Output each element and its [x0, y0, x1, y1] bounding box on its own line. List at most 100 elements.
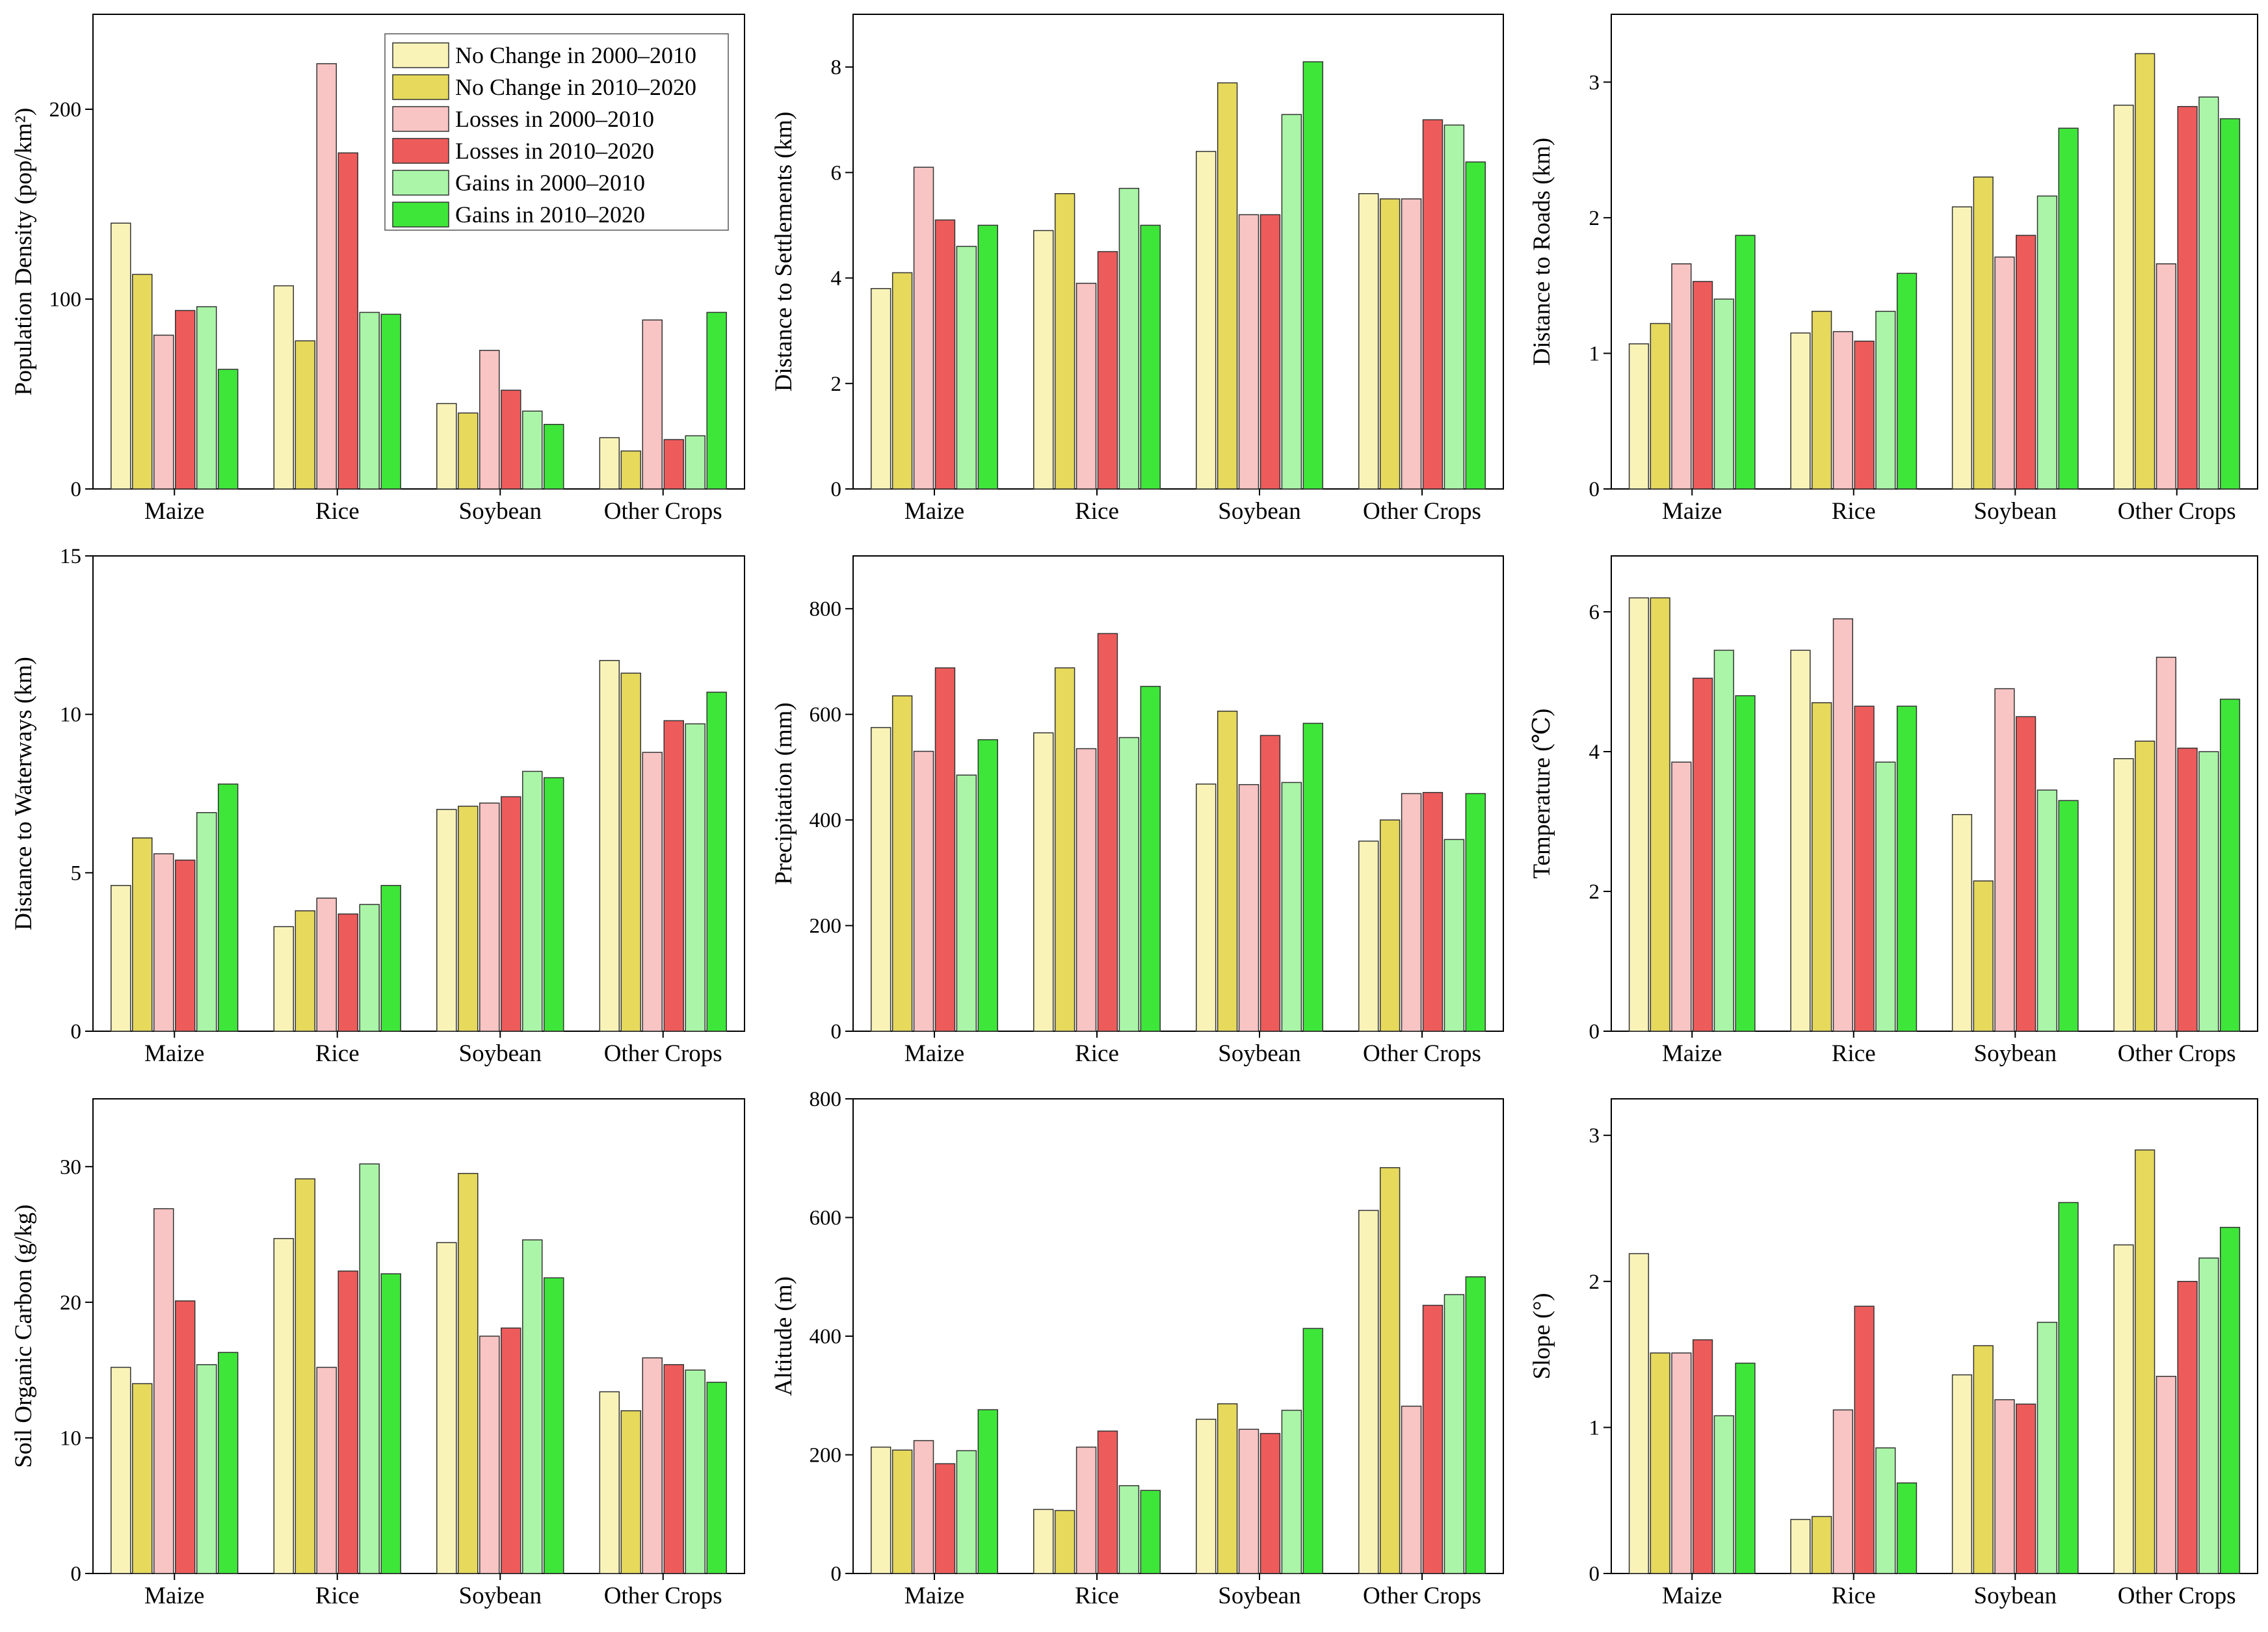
y-tick-label: 200	[49, 98, 82, 122]
bar	[1693, 678, 1713, 1032]
category-label: Other Crops	[604, 498, 722, 525]
bar	[2219, 118, 2241, 490]
bar	[1118, 1485, 1140, 1574]
bar	[1973, 1345, 1994, 1574]
bar	[620, 672, 642, 1032]
category-label: Soybean	[1974, 498, 2057, 525]
bar	[891, 272, 913, 490]
bar	[2219, 1226, 2241, 1574]
y-tick-label: 400	[810, 809, 842, 832]
panel-5: 0 200 400 600 800 Precipitation (mm) Maize Rice…	[771, 555, 1504, 1067]
bar	[1302, 61, 1324, 490]
bar	[599, 1391, 620, 1574]
y-tick-label: 4	[1589, 741, 1600, 764]
y-tick-label: 10	[60, 1427, 81, 1450]
y-tick-label: 800	[810, 598, 842, 621]
category-label: Soybean	[1218, 1583, 1300, 1609]
bar	[1713, 650, 1734, 1032]
bar	[891, 695, 913, 1032]
bar	[1281, 1410, 1302, 1574]
legend: No Change in 2000–2010 No Change in 2010–…	[384, 33, 729, 231]
bar	[2058, 127, 2079, 490]
bar	[337, 913, 358, 1032]
bar	[1358, 193, 1379, 490]
y-tick-label: 800	[810, 1088, 842, 1111]
bar	[436, 809, 457, 1032]
bar	[1896, 705, 1918, 1032]
bar	[1875, 761, 1896, 1032]
bar	[132, 1383, 153, 1574]
bar	[1994, 688, 2015, 1032]
bar	[501, 389, 521, 490]
bar	[706, 311, 727, 490]
bar	[1790, 332, 1811, 490]
bar	[1217, 82, 1238, 490]
bar	[934, 1463, 956, 1574]
bar	[599, 437, 620, 490]
legend-label: Losses in 2000–2010	[455, 106, 654, 132]
bar	[1196, 783, 1217, 1032]
bar	[1951, 206, 1973, 490]
category-label: Other Crops	[1363, 1583, 1481, 1609]
bar	[891, 1449, 913, 1574]
bar	[316, 897, 337, 1032]
bar	[521, 410, 543, 490]
y-tick-label: 5	[71, 862, 82, 885]
y-axis-title: Distance to Settlements (km)	[771, 112, 797, 392]
bar	[1033, 1508, 1054, 1574]
bar	[2058, 800, 2079, 1032]
bar	[663, 439, 684, 490]
y-tick-label: 600	[810, 1207, 842, 1230]
y-axis-title: Slope (°)	[1529, 1293, 1555, 1380]
bar	[1735, 695, 1756, 1032]
y-tick-label: 200	[810, 915, 842, 938]
legend-swatch	[392, 202, 449, 228]
bar	[685, 723, 705, 1032]
bar	[1379, 1167, 1401, 1574]
y-tick-label: 3	[1589, 71, 1600, 94]
bar	[2198, 751, 2219, 1032]
bar	[1358, 840, 1379, 1032]
bar	[1650, 322, 1670, 490]
bar	[1259, 735, 1281, 1032]
bar	[153, 1208, 174, 1574]
bar	[1790, 1519, 1811, 1574]
bar	[1951, 1374, 1973, 1574]
bar	[1832, 618, 1853, 1032]
y-tick-label: 8	[831, 56, 842, 79]
bar	[1854, 705, 1875, 1032]
category-label: Maize	[904, 498, 964, 525]
bar	[1238, 783, 1259, 1032]
bar	[1097, 1430, 1118, 1574]
category-label: Maize	[904, 1040, 964, 1067]
bar	[956, 774, 977, 1032]
bar	[2037, 1321, 2057, 1574]
y-axis-title: Soil Organic Carbon (g/kg)	[10, 1204, 37, 1467]
bar	[1854, 1306, 1875, 1574]
bar	[295, 910, 316, 1032]
bar	[1896, 1482, 1918, 1574]
panel-3: 0 1 2 3 Distance to Roads (km) Maize Rice Soybe…	[1529, 14, 2258, 525]
bar	[521, 1239, 543, 1574]
category-label: Rice	[1832, 1583, 1876, 1609]
bar	[1671, 761, 1692, 1032]
bar	[1075, 282, 1097, 490]
bar	[175, 860, 196, 1032]
bar	[479, 802, 500, 1032]
bar	[2198, 96, 2219, 490]
legend-swatch	[392, 170, 449, 196]
legend-label: Gains in 2010–2020	[455, 202, 645, 228]
bar	[642, 1357, 663, 1574]
bar	[1994, 1399, 2015, 1574]
bar	[153, 853, 174, 1032]
bar	[706, 691, 727, 1032]
bar	[1735, 235, 1756, 490]
legend-label: No Change in 2000–2010	[455, 42, 696, 68]
bar	[1650, 1352, 1670, 1574]
bar	[479, 1336, 500, 1574]
bar	[1196, 151, 1217, 490]
bar	[1444, 839, 1465, 1032]
y-tick-label: 0	[831, 1562, 842, 1586]
bar	[663, 1364, 684, 1574]
